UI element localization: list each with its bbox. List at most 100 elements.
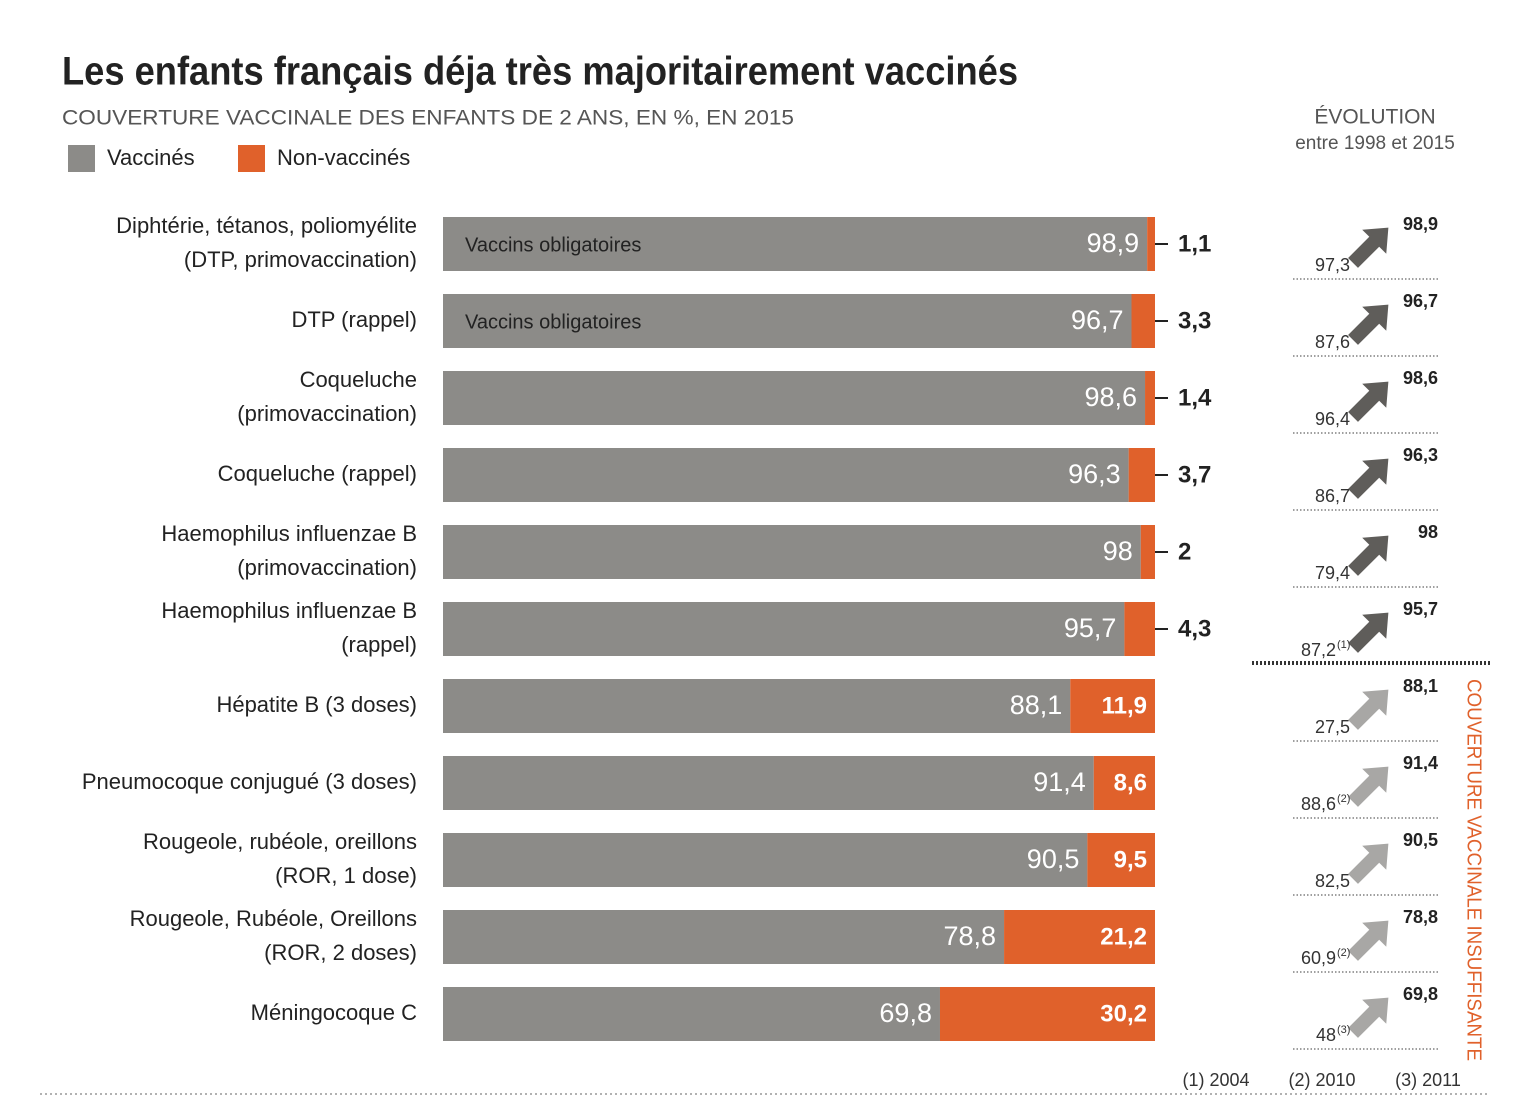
bar-segment [443, 833, 1088, 887]
evolution-arrow [1348, 304, 1389, 345]
arrow [1348, 227, 1389, 268]
arrow [1348, 689, 1389, 730]
bar-segment [1087, 833, 1155, 887]
evolution-arrow [1348, 612, 1389, 653]
start-label: 96,4 [1315, 409, 1350, 429]
end-label: 96,7 [1403, 291, 1438, 311]
end-label: 95,7 [1403, 599, 1438, 619]
category-label: (rappel) [341, 632, 417, 657]
arrow [1348, 920, 1389, 961]
start-label: 79,4 [1315, 563, 1350, 583]
value-label: 98,9 [1087, 228, 1140, 258]
evolution-arrow [1348, 227, 1389, 268]
start-label: 27,5 [1315, 717, 1350, 737]
arrow [1348, 381, 1389, 422]
bar-segment [1131, 294, 1155, 348]
evolution-arrow [1348, 381, 1389, 422]
value-label: 1,4 [1178, 384, 1212, 411]
value-label: 91,4 [1033, 767, 1086, 797]
end-label: 88,1 [1403, 676, 1438, 696]
bar-segment [939, 987, 1155, 1041]
value-label: 2 [1178, 538, 1191, 565]
end-label: 98,9 [1403, 214, 1438, 234]
category-label: Haemophilus influenzae B [161, 598, 417, 623]
evolution-arrow [1348, 997, 1389, 1038]
value-label: 9,5 [1114, 846, 1147, 873]
value-label: 11,9 [1102, 692, 1147, 719]
bar-segment [443, 217, 1148, 271]
value-label: 3,3 [1178, 307, 1211, 334]
bar-segment [443, 294, 1132, 348]
value-label: 88,1 [1010, 690, 1063, 720]
bar-note: Vaccins obligatoires [465, 234, 641, 256]
bar-segment [1145, 371, 1155, 425]
start-note: (3) [1337, 1024, 1350, 1036]
chart-subtitle: COUVERTURE VACCINALE DES ENFANTS DE 2 AN… [62, 107, 794, 130]
arrow [1348, 304, 1389, 345]
start-label: 86,7 [1315, 486, 1350, 506]
chart-title: Les enfants français déja très majoritai… [62, 50, 1018, 94]
bar-segment [443, 756, 1094, 810]
evolution-subtitle: entre 1998 et 2015 [1295, 133, 1455, 154]
start-label: 82,5 [1315, 871, 1350, 891]
value-label: 98,6 [1084, 382, 1137, 412]
end-label: 96,3 [1403, 445, 1438, 465]
evolution-arrow [1348, 843, 1389, 884]
arrow [1348, 535, 1389, 576]
end-label: 98,6 [1403, 368, 1438, 388]
bar-segment [443, 371, 1146, 425]
category-label: Coqueluche [300, 367, 417, 392]
category-label: (ROR, 1 dose) [275, 863, 417, 888]
category-label: (ROR, 2 doses) [264, 940, 417, 965]
bar-segment [443, 602, 1125, 656]
category-label: Rougeole, Rubéole, Oreillons [130, 906, 417, 931]
value-label: 98 [1103, 536, 1133, 566]
arrow [1348, 997, 1389, 1038]
end-label: 98 [1418, 522, 1438, 542]
start-note: (1) [1337, 639, 1350, 651]
bar-segment [443, 679, 1071, 733]
start-label: 88,6 [1301, 794, 1336, 814]
category-label: (primovaccination) [237, 555, 417, 580]
bar-segment [1128, 448, 1155, 502]
bar-segment [443, 525, 1141, 579]
group-label: COUVERTURE VACCINALE INSUFFISANTE [1463, 679, 1485, 1061]
arrow [1348, 612, 1389, 653]
bar-segment [1140, 525, 1155, 579]
legend-label: Vaccinés [107, 145, 195, 170]
bar-segment [1124, 602, 1155, 656]
end-label: 78,8 [1403, 907, 1438, 927]
footnote: (3) 2011 [1395, 1070, 1461, 1090]
legend-swatch [238, 145, 265, 172]
category-label: Méningocoque C [251, 1000, 417, 1025]
start-label: 87,2 [1301, 640, 1336, 660]
end-label: 91,4 [1403, 753, 1438, 773]
arrow [1348, 843, 1389, 884]
bar-segment [1004, 910, 1155, 964]
category-label: DTP (rappel) [291, 307, 417, 332]
evolution-arrow [1348, 689, 1389, 730]
start-label: 48 [1316, 1025, 1336, 1045]
footnote: (1) 2004 [1182, 1070, 1249, 1090]
evolution-arrow [1348, 766, 1389, 807]
arrow [1348, 766, 1389, 807]
category-label: Hépatite B (3 doses) [216, 692, 417, 717]
end-label: 69,8 [1403, 984, 1438, 1004]
start-label: 87,6 [1315, 332, 1350, 352]
value-label: 78,8 [943, 921, 996, 951]
category-label: Rougeole, rubéole, oreillons [143, 829, 417, 854]
bar-segment [443, 910, 1005, 964]
value-label: 96,3 [1068, 459, 1121, 489]
category-label: Coqueluche (rappel) [218, 461, 417, 486]
bar-segment [443, 448, 1129, 502]
bar-segment [1070, 679, 1155, 733]
value-label: 95,7 [1064, 613, 1117, 643]
category-label: Haemophilus influenzae B [161, 521, 417, 546]
value-label: 3,7 [1178, 461, 1211, 488]
category-label: (primovaccination) [237, 401, 417, 426]
value-label: 90,5 [1027, 844, 1080, 874]
bar-note: Vaccins obligatoires [465, 311, 641, 333]
start-label: 97,3 [1315, 255, 1350, 275]
bar-segment [443, 987, 940, 1041]
